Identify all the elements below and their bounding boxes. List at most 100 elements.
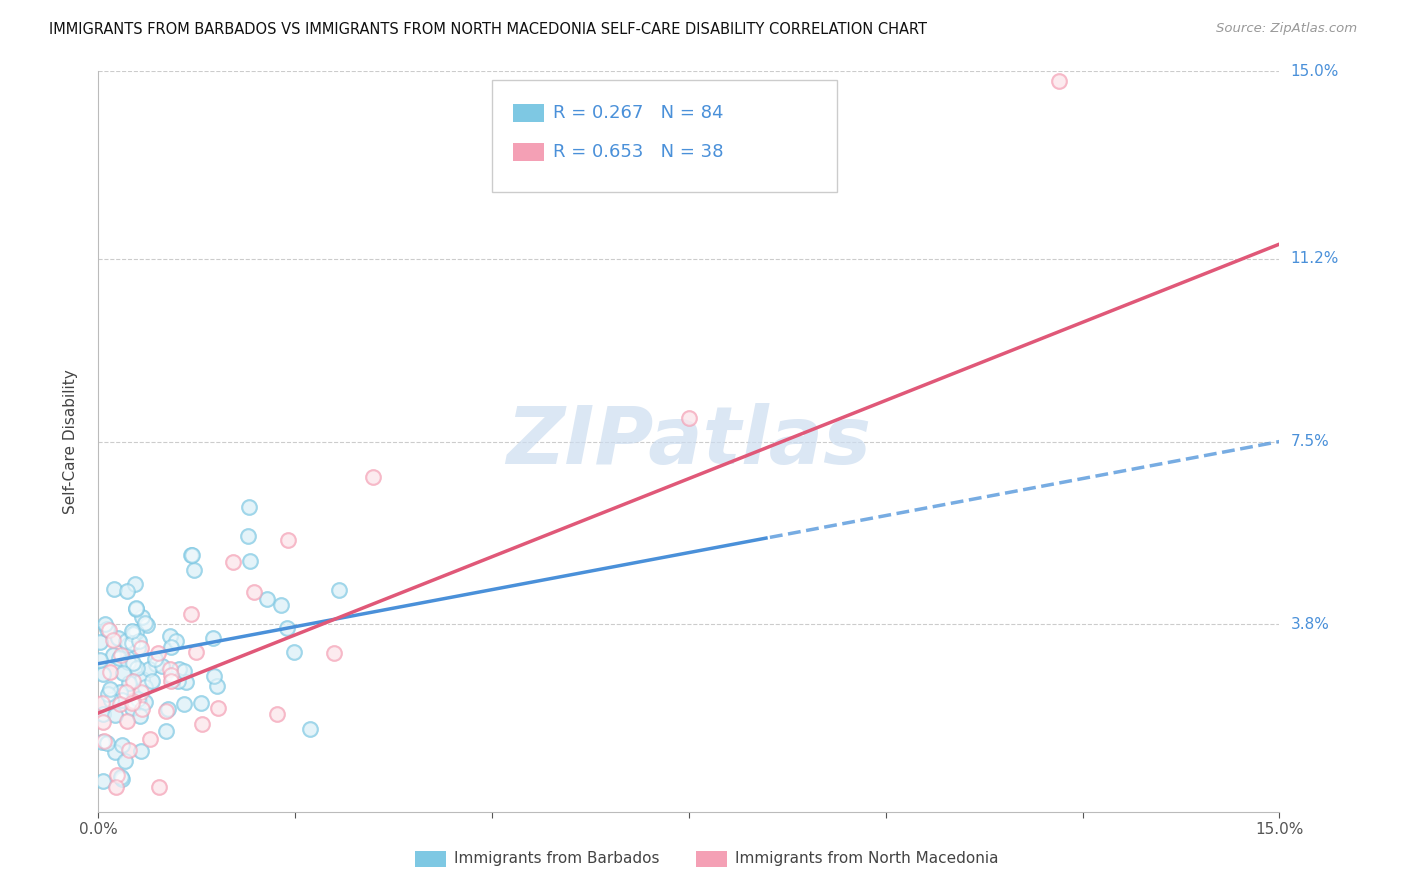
Point (103, 582, 125, 597)
Point (138, 662, 160, 676)
Point (98, 681, 121, 696)
Point (97, 688, 120, 702)
Point (127, 640, 149, 655)
Point (157, 702, 180, 716)
Text: 11.2%: 11.2% (1291, 252, 1339, 267)
Point (121, 694, 143, 708)
Point (121, 624, 143, 639)
Point (104, 745, 127, 759)
Point (101, 648, 124, 662)
Point (129, 641, 152, 656)
Point (174, 674, 197, 689)
Point (131, 672, 153, 686)
Point (207, 701, 229, 715)
Point (104, 780, 127, 794)
Point (202, 631, 225, 645)
Text: ZIPatlas: ZIPatlas (506, 402, 872, 481)
Point (117, 714, 139, 728)
Point (93, 617, 115, 632)
Point (131, 610, 153, 624)
Point (125, 624, 148, 639)
Point (114, 754, 136, 768)
Point (100, 692, 122, 706)
Point (283, 645, 305, 659)
Point (243, 584, 266, 599)
Point (239, 554, 262, 568)
Point (328, 582, 350, 597)
Point (89, 635, 111, 649)
Point (190, 696, 212, 710)
Point (159, 640, 181, 655)
Point (111, 693, 134, 707)
Point (93, 734, 115, 748)
Point (91, 715, 114, 730)
Point (89, 653, 111, 667)
Point (114, 684, 136, 698)
Point (121, 636, 143, 650)
Point (159, 662, 181, 676)
Point (91, 774, 114, 789)
Point (298, 722, 321, 736)
Text: Source: ZipAtlas.com: Source: ZipAtlas.com (1216, 22, 1357, 36)
Point (173, 664, 195, 678)
Text: 15.0%: 15.0% (1291, 64, 1339, 78)
Point (91, 715, 114, 730)
Point (131, 702, 153, 716)
Point (131, 702, 153, 716)
Point (678, 411, 700, 425)
Point (207, 679, 229, 693)
Point (129, 708, 152, 723)
Point (243, 584, 266, 599)
Point (150, 659, 173, 673)
Point (110, 648, 132, 662)
Point (270, 598, 292, 612)
Point (181, 548, 204, 562)
Point (114, 684, 136, 698)
Point (159, 662, 181, 676)
Point (107, 631, 129, 645)
Point (159, 640, 181, 655)
Point (160, 673, 183, 688)
Point (107, 651, 129, 665)
Text: 7.5%: 7.5% (1291, 434, 1329, 449)
Point (124, 577, 146, 591)
Point (121, 701, 143, 715)
Point (129, 684, 152, 698)
Point (173, 664, 195, 678)
Point (93, 734, 115, 748)
Point (108, 685, 131, 699)
Point (160, 668, 183, 682)
Point (277, 533, 299, 547)
Point (90, 735, 112, 749)
Point (256, 591, 278, 606)
Point (122, 656, 145, 670)
Point (122, 656, 145, 670)
Text: Immigrants from North Macedonia: Immigrants from North Macedonia (735, 852, 998, 866)
Point (191, 716, 214, 731)
Point (110, 648, 132, 662)
Point (105, 768, 128, 782)
Point (121, 694, 143, 708)
Point (91, 706, 114, 721)
Point (117, 655, 139, 669)
Point (207, 679, 229, 693)
Point (128, 633, 150, 648)
Point (104, 745, 127, 759)
Point (91, 696, 114, 710)
Point (207, 701, 229, 715)
Point (108, 685, 131, 699)
Point (127, 691, 149, 706)
Point (91, 774, 114, 789)
Point (125, 602, 148, 616)
Point (93, 617, 115, 632)
Point (180, 549, 202, 563)
Point (101, 632, 124, 647)
Point (1047, 74, 1070, 88)
Point (125, 602, 148, 616)
Point (117, 638, 139, 652)
Point (256, 591, 278, 606)
Point (173, 697, 195, 711)
Point (266, 706, 288, 721)
Point (111, 772, 134, 786)
Point (125, 624, 148, 639)
